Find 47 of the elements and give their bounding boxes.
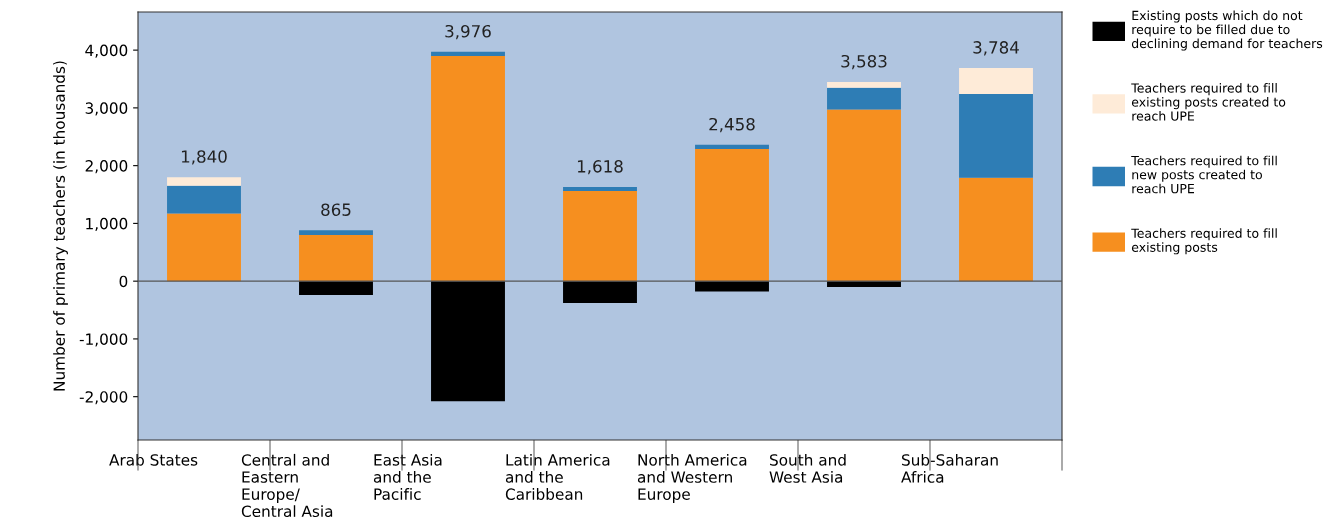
y-tick-label: 0	[119, 275, 128, 288]
bar	[959, 94, 1033, 178]
bar	[431, 51, 505, 56]
bar	[299, 230, 373, 235]
bar	[695, 144, 769, 149]
bar	[431, 55, 505, 282]
legend-label: Existing posts which do not require to be filled due to declining demand for teachers	[1131, 10, 1323, 51]
bar	[563, 281, 637, 304]
x-tick-label: East Asia and the Pacific	[373, 453, 442, 500]
annotation: 865	[321, 203, 351, 216]
y-tick-label: -1,000	[79, 333, 128, 347]
legend-label: Teachers required to fill new posts created to reach UPE	[1131, 155, 1277, 194]
bar	[167, 177, 241, 186]
y-tick-label: -2,000	[79, 391, 128, 405]
x-tick-label: Latin America and the Caribbean	[505, 453, 610, 500]
x-tick-label: Central and Eastern Europe/ Central Asia	[241, 453, 333, 518]
bar	[563, 191, 637, 282]
bar	[299, 234, 373, 282]
annotation: 3,784	[973, 41, 1019, 56]
x-tick-label: South and West Asia	[769, 453, 846, 483]
legend-label: Teachers required to fill existing posts	[1131, 228, 1277, 255]
x-tick-label: Arab States	[109, 453, 198, 466]
bar	[431, 281, 505, 402]
bar	[827, 109, 901, 282]
bar	[167, 213, 241, 282]
bar	[827, 81, 901, 88]
bar	[167, 185, 241, 214]
y-axis-title: Number of primary teachers (in thousands)	[53, 61, 68, 391]
y-tick-label: 1,000	[86, 217, 128, 231]
y-tick-label: 4,000	[85, 44, 128, 58]
annotation: 1,840	[181, 150, 227, 165]
annotation: 2,458	[709, 117, 755, 133]
x-tick-label: Sub-Saharan Africa	[901, 453, 998, 483]
legend-label: Teachers required to fill existing posts created to reach UPE	[1131, 83, 1286, 121]
x-tick-label: North America and Western Europe	[637, 453, 747, 503]
y-tick-label: 2,000	[85, 160, 128, 174]
bar	[695, 281, 769, 292]
bar	[959, 177, 1033, 282]
bar	[299, 281, 373, 296]
bar	[563, 187, 637, 192]
y-tick-label: 3,000	[85, 102, 128, 116]
bar	[695, 148, 769, 282]
annotation: 3,976	[445, 24, 491, 40]
bar	[827, 87, 901, 110]
annotation: 3,583	[841, 54, 887, 70]
annotation: 1,618	[577, 160, 623, 175]
bar	[959, 68, 1033, 95]
